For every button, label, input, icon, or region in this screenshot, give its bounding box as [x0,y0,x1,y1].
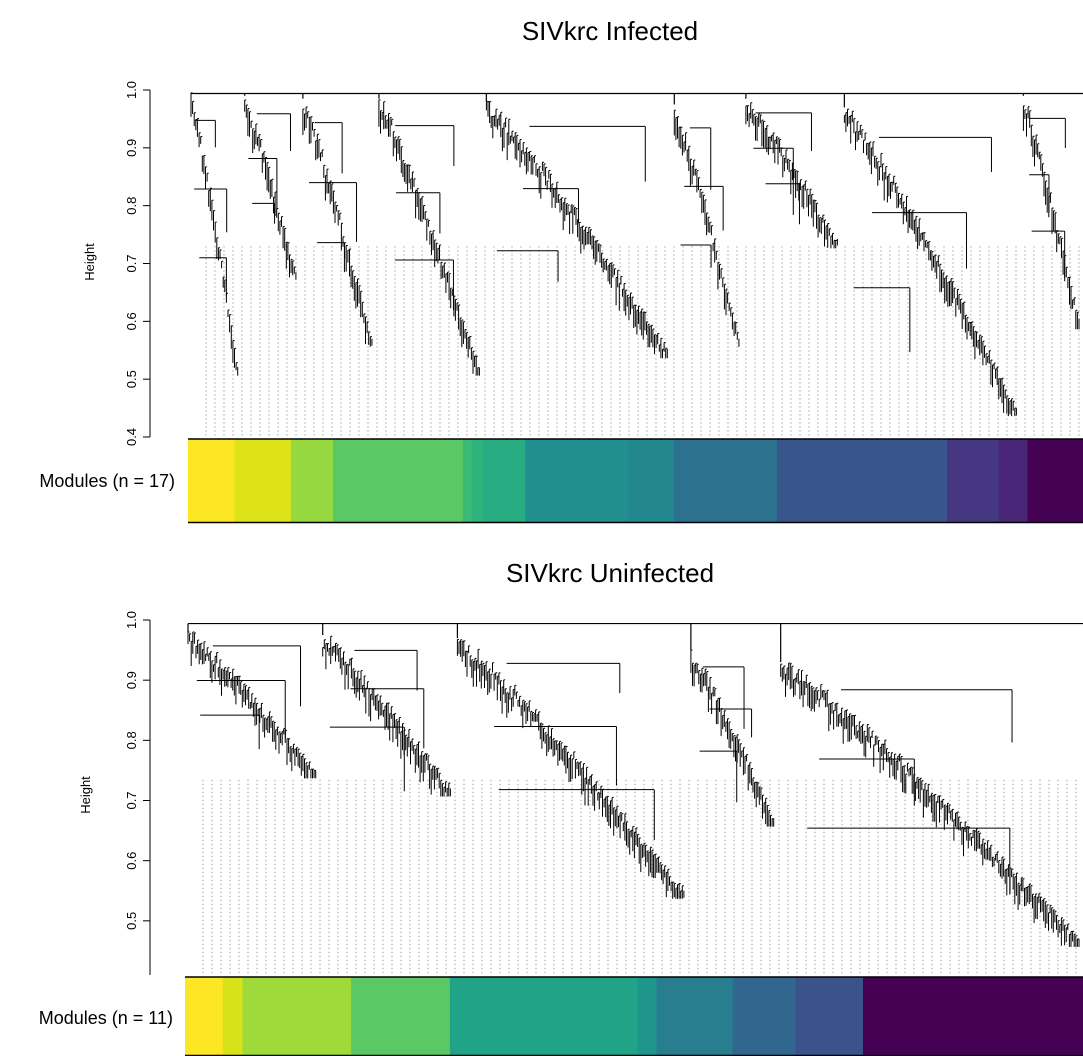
cluster-branches [190,92,239,376]
module-segment [776,439,948,523]
module-segment [998,439,1029,523]
module-segment [1027,439,1083,523]
y-tick-label: 1.0 [124,611,139,629]
cluster-branches [322,635,451,797]
module-color-bar [185,976,1083,1056]
module-segment [351,977,451,1056]
y-tick-label: 0.7 [124,791,139,809]
module-segment [332,439,464,523]
module-segment [732,977,797,1056]
panel-infected: SIVkrc Infected Height 0.40.50.60.70.80.… [39,16,1083,524]
y-axis: 0.5 0.6 0.7 0.8 0.9 1.0 [124,611,151,975]
y-tick-label: 0.8 [124,197,139,215]
chart-title: SIVkrc Uninfected [506,558,714,588]
module-color-bar [188,438,1083,524]
y-tick-label: 0.5 [124,370,139,388]
cluster-branches [673,109,740,347]
cluster-branches [485,101,668,359]
cluster-branches [690,649,775,827]
module-segment [628,439,675,523]
module-segment [946,439,1000,523]
y-tick-label: 0.6 [124,312,139,330]
module-segment [462,439,473,523]
cluster-branches [187,631,317,779]
module-segment [656,977,734,1056]
cluster-branches [1022,105,1080,330]
module-segment [673,439,778,523]
module-segment [449,977,639,1056]
module-segment [234,439,292,523]
panel-uninfected: SIVkrc Uninfected Height 0.5 0.6 0.7 0.8 0.9… [39,558,1083,1056]
y-tick-label: 0.9 [124,671,139,689]
chart-title: SIVkrc Infected [522,16,698,46]
cluster-branches [843,108,1017,417]
module-segment [525,439,629,523]
y-axis-label: Height [78,776,93,814]
cluster-branches [456,638,685,899]
y-axis-label: Height [82,243,97,281]
module-segment [185,977,224,1056]
y-tick-label: 0.9 [124,139,139,157]
module-segment [188,439,236,523]
module-segment [290,439,334,523]
dendrogram-tree [190,92,1083,437]
y-tick-label: 0.7 [124,254,139,272]
y-axis: 0.4 0.5 0.6 0.7 0.8 0.9 1.0 [124,81,151,446]
cluster-branches [244,99,297,280]
module-segment [795,977,864,1056]
y-tick-label: 0.8 [124,731,139,749]
module-label: Modules (n = 17) [39,471,175,491]
y-tick-label: 0.5 [124,912,139,930]
module-segment [637,977,657,1056]
cluster-branches [780,662,1080,947]
module-segment [242,977,352,1056]
module-segment [222,977,243,1056]
cluster-branches [302,106,373,347]
dendrogram-tree [187,622,1083,975]
module-label: Modules (n = 11) [39,1008,173,1028]
module-segment [483,439,526,523]
y-tick-label: 0.6 [124,852,139,870]
y-tick-label: 1.0 [124,81,139,99]
cluster-branches [745,102,838,249]
y-tick-label: 0.4 [124,428,139,446]
cluster-branches [378,99,480,376]
module-segment [862,977,1083,1056]
module-segment [471,439,484,523]
